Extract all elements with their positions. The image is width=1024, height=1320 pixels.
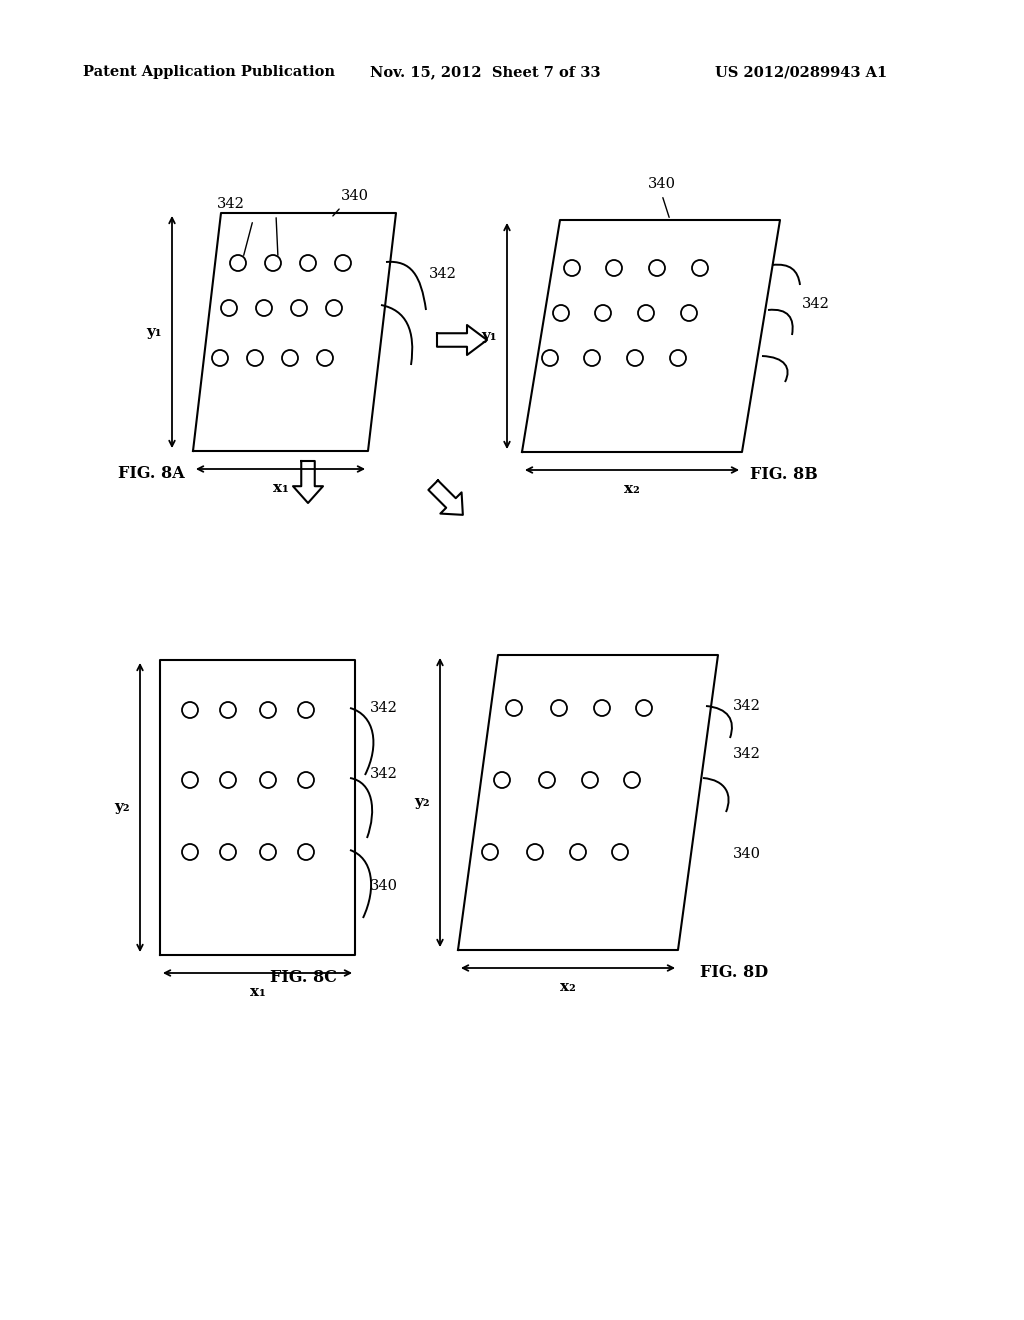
Text: 340: 340 xyxy=(648,177,676,191)
Text: y₁: y₁ xyxy=(481,329,497,343)
Text: FIG. 8C: FIG. 8C xyxy=(270,969,337,986)
Text: 342: 342 xyxy=(429,267,457,281)
Text: FIG. 8D: FIG. 8D xyxy=(700,964,768,981)
Text: 342: 342 xyxy=(217,197,245,211)
Text: Nov. 15, 2012  Sheet 7 of 33: Nov. 15, 2012 Sheet 7 of 33 xyxy=(370,65,600,79)
Text: 342: 342 xyxy=(802,297,829,312)
Text: y₁: y₁ xyxy=(146,325,162,339)
Text: x₁: x₁ xyxy=(250,985,265,999)
Text: x₂: x₂ xyxy=(560,979,575,994)
Text: x₂: x₂ xyxy=(624,482,640,496)
Text: FIG. 8A: FIG. 8A xyxy=(118,465,184,482)
Text: 340: 340 xyxy=(733,847,761,861)
Text: FIG. 8B: FIG. 8B xyxy=(750,466,818,483)
Text: 340: 340 xyxy=(341,189,369,203)
Text: 342: 342 xyxy=(733,700,761,713)
Text: y₂: y₂ xyxy=(415,795,430,809)
Text: Patent Application Publication: Patent Application Publication xyxy=(83,65,335,79)
Text: 342: 342 xyxy=(370,701,398,715)
Text: y₂: y₂ xyxy=(115,800,130,814)
Text: x₁: x₁ xyxy=(272,480,289,495)
Text: 342: 342 xyxy=(733,747,761,762)
Text: 340: 340 xyxy=(370,879,398,894)
Text: US 2012/0289943 A1: US 2012/0289943 A1 xyxy=(715,65,887,79)
Text: 342: 342 xyxy=(370,767,398,781)
